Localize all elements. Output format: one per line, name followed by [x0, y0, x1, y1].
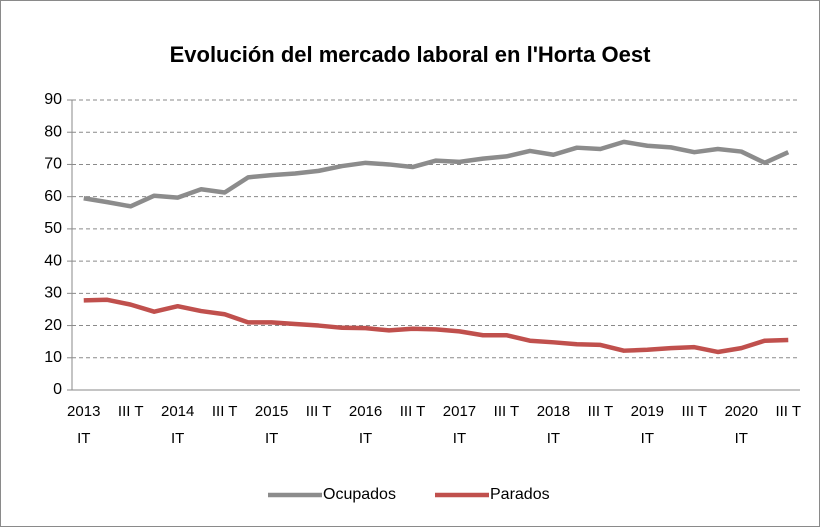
x-tick-label: 2017 IT	[442, 403, 477, 447]
x-tick-label: III T	[399, 403, 426, 420]
chart-title: Evolución del mercado laboral en l'Horta…	[170, 42, 651, 67]
x-tick-label: III T	[775, 403, 802, 420]
y-tick-label: 50	[44, 220, 62, 237]
x-tick-label: 2018 IT	[536, 403, 571, 447]
y-tick-label: 10	[44, 349, 62, 366]
x-tick-label: III T	[493, 403, 520, 420]
x-tick-label: III T	[587, 403, 614, 420]
x-tick-label: 2020 IT	[724, 403, 758, 447]
x-tick-label: III T	[211, 403, 238, 420]
x-tick-label: III T	[681, 403, 708, 420]
x-tick-label: 2014 IT	[160, 403, 195, 447]
y-tick-label: 30	[44, 285, 62, 302]
y-tick-label: 70	[44, 156, 62, 173]
y-tick-label: 0	[53, 381, 62, 398]
y-tick-label: 20	[44, 317, 62, 334]
x-tick-label: III T	[117, 403, 144, 420]
y-tick-label: 60	[44, 188, 62, 205]
line-series	[83, 139, 790, 209]
x-tick-label: 2019 IT	[630, 403, 665, 447]
x-tick-label: 2013 IT	[67, 403, 101, 447]
y-tick-label: 80	[44, 123, 62, 140]
legend-label: Ocupados	[323, 486, 396, 503]
line-series	[83, 297, 789, 355]
x-tick-label: 2015 IT	[254, 403, 289, 447]
y-tick-label: 90	[44, 91, 62, 108]
x-tick-label: 2016 IT	[348, 403, 383, 447]
legend-label: Parados	[490, 486, 550, 503]
y-tick-label: 40	[44, 252, 62, 269]
x-tick-label: III T	[305, 403, 332, 420]
